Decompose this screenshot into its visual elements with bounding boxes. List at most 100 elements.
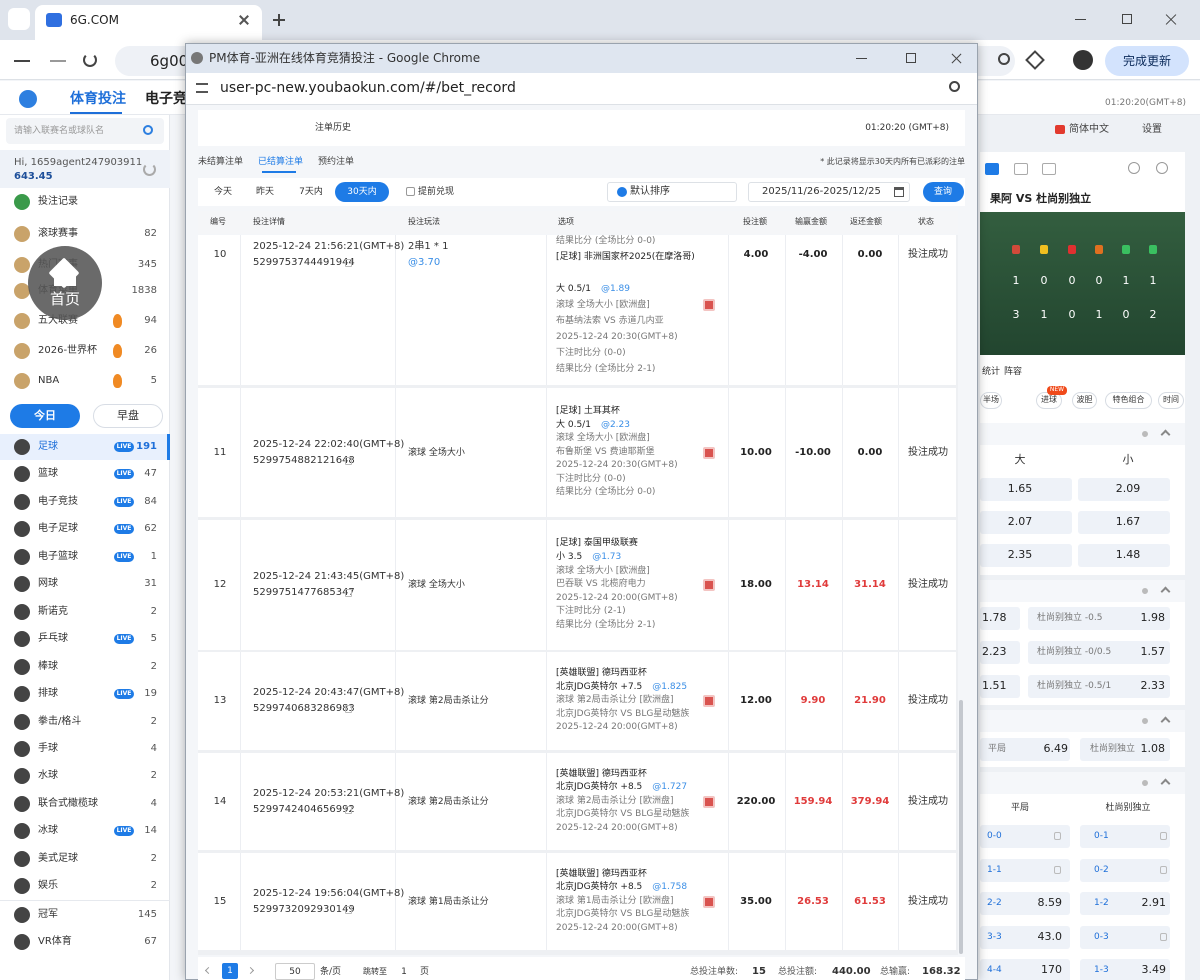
copy-icon[interactable] [345, 456, 352, 465]
sport-label[interactable]: 冠军 [38, 909, 58, 920]
active-tab[interactable] [35, 5, 262, 40]
receipt-icon[interactable] [703, 795, 715, 808]
day-tab[interactable] [93, 404, 163, 428]
menu-label[interactable]: 五大联赛 [38, 315, 78, 326]
odds-cell[interactable] [980, 675, 1020, 698]
refresh-icon[interactable] [143, 163, 156, 176]
copy-icon[interactable] [345, 705, 352, 713]
odds-cell[interactable] [980, 641, 1020, 664]
receipt-icon[interactable] [703, 446, 715, 459]
nav-esports[interactable]: 电子竞 [145, 91, 187, 107]
sport-label[interactable]: 斯诺克 [38, 606, 68, 617]
sport-label[interactable]: 手球 [38, 743, 58, 754]
record-tab[interactable]: 预约注单 [318, 157, 355, 167]
search-box[interactable] [6, 118, 164, 144]
cell-divider [728, 753, 729, 850]
odds-cell[interactable] [1028, 675, 1170, 698]
checkbox[interactable] [406, 187, 415, 196]
win-max[interactable] [1122, 14, 1132, 24]
query-button[interactable] [923, 182, 964, 202]
sport-label[interactable]: 冰球 [38, 825, 58, 836]
menu-label[interactable]: 投注记录 [38, 196, 78, 207]
forward-button[interactable] [50, 60, 66, 62]
sort-select[interactable] [607, 182, 737, 202]
cell-divider [546, 235, 547, 385]
odds-cell[interactable] [980, 959, 1070, 980]
range-button[interactable]: 7天内 [299, 187, 323, 197]
range-button[interactable]: 30天内 [347, 187, 377, 197]
range-button[interactable]: 今天 [213, 187, 233, 197]
sport-label[interactable]: 美式足球 [38, 853, 78, 864]
odds-cell[interactable] [980, 858, 1070, 882]
odds-cell[interactable] [1078, 511, 1170, 534]
odds-cell[interactable] [1078, 544, 1170, 567]
odds-cell[interactable] [1080, 892, 1170, 915]
popup-min[interactable] [856, 58, 867, 59]
detail-tab[interactable]: 阵容 [1004, 367, 1023, 377]
odds-cell[interactable] [980, 925, 1070, 949]
win-min[interactable] [1075, 19, 1086, 20]
menu-label[interactable]: NBA [38, 375, 60, 386]
odds-cell[interactable] [980, 738, 1070, 761]
tab-menu-button[interactable] [8, 8, 30, 30]
reload-button[interactable] [83, 53, 97, 67]
chip[interactable] [1072, 392, 1097, 409]
odds-cell[interactable] [980, 607, 1020, 630]
copy-icon[interactable] [345, 259, 352, 267]
chip[interactable] [980, 392, 1002, 409]
odds-cell[interactable] [980, 511, 1072, 534]
sport-label[interactable]: 篮球 [38, 468, 58, 479]
sport-label[interactable]: 网球 [38, 578, 58, 589]
sport-label[interactable]: 水球 [38, 770, 58, 781]
odds-cell[interactable] [980, 478, 1072, 501]
odds-cell[interactable] [1080, 925, 1170, 949]
odds-cell[interactable] [1080, 858, 1170, 882]
odds-cell[interactable] [980, 892, 1070, 915]
goto-page[interactable]: 1 [401, 967, 407, 977]
sport-label[interactable]: 联合式橄榄球 [38, 798, 98, 809]
sport-label[interactable]: 电子篮球 [38, 551, 78, 562]
copy-icon[interactable] [345, 805, 352, 814]
receipt-icon[interactable] [703, 895, 715, 908]
sport-label[interactable]: VR体育 [38, 936, 72, 947]
receipt-icon[interactable] [703, 299, 715, 311]
odds-cell[interactable] [1028, 607, 1170, 630]
odds-cell[interactable] [980, 825, 1070, 848]
odds-cell[interactable] [1028, 641, 1170, 664]
language[interactable]: 简体中文 [1069, 124, 1109, 135]
settings[interactable]: 设置 [1142, 124, 1162, 135]
bet-play: 滚球 第1局击杀让分 [408, 896, 489, 907]
copy-icon[interactable] [345, 905, 352, 914]
receipt-icon[interactable] [703, 695, 715, 707]
copy-icon[interactable] [345, 589, 352, 597]
sport-label[interactable]: 足球 [38, 441, 58, 452]
chip[interactable] [1105, 392, 1152, 409]
odds-cell[interactable] [1080, 738, 1170, 761]
popup-max[interactable] [906, 53, 916, 63]
odds-cell[interactable] [1080, 825, 1170, 848]
sport-label[interactable]: 拳击/格斗 [38, 716, 82, 727]
odds-cell[interactable] [1080, 959, 1170, 980]
record-tab[interactable]: 已结算注单 [258, 157, 304, 167]
detail-tab[interactable]: 统计 [982, 367, 1001, 377]
record-tab[interactable]: 未结算注单 [198, 157, 244, 167]
receipt-icon[interactable] [703, 579, 715, 591]
sport-label[interactable]: 棒球 [38, 661, 58, 672]
sport-label[interactable]: 乒乓球 [38, 633, 68, 644]
sport-label[interactable]: 排球 [38, 688, 58, 699]
menu-label[interactable]: 2026-世界杯 [38, 345, 98, 356]
nav-sports[interactable]: 体育投注 [70, 91, 126, 107]
menu-label[interactable]: 滚球赛事 [38, 228, 78, 239]
sport-label[interactable]: 娱乐 [38, 880, 58, 891]
back-button[interactable] [14, 60, 30, 62]
sport-label[interactable]: 电子足球 [38, 523, 78, 534]
odds-cell[interactable] [980, 544, 1072, 567]
range-button[interactable]: 昨天 [255, 187, 275, 197]
day-tab-active[interactable] [10, 404, 80, 428]
update-button[interactable] [1105, 46, 1189, 76]
odds-cell[interactable] [1078, 478, 1170, 501]
date-input[interactable] [748, 182, 910, 202]
chip[interactable] [1158, 392, 1184, 409]
sport-label[interactable]: 电子竞技 [38, 496, 78, 507]
page-current[interactable] [222, 963, 238, 979]
